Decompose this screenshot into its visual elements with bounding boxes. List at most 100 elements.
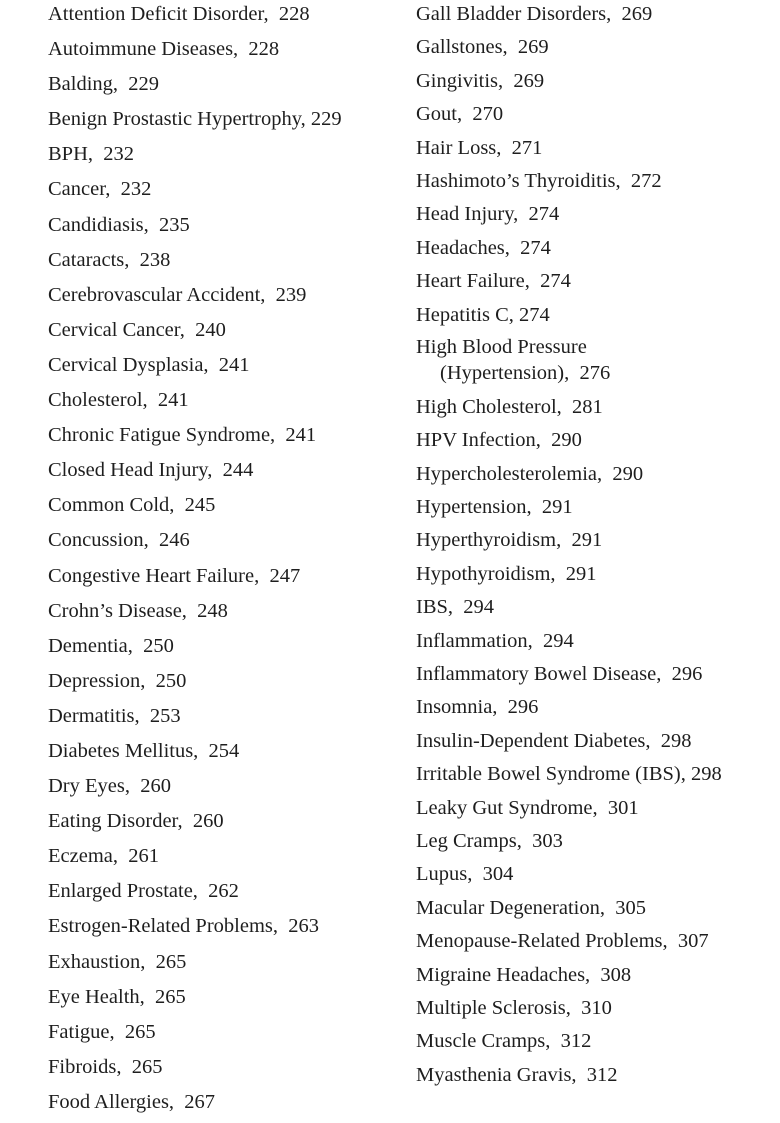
index-entry: Myasthenia Gravis, 312 — [416, 1061, 722, 1094]
index-entry-text: Candidiasis, 235 — [48, 213, 190, 236]
index-entry-text: Hypothyroidism, 291 — [416, 562, 597, 585]
index-entry: Hashimoto’s Thyroiditis, 272 — [416, 167, 722, 200]
index-entry-text: Dermatitis, 253 — [48, 704, 181, 727]
index-entry: Fibroids, 265 — [48, 1053, 342, 1088]
index-entry: Exhaustion, 265 — [48, 948, 342, 983]
index-entry: Gallstones, 269 — [416, 33, 722, 66]
index-entry: Common Cold, 245 — [48, 491, 342, 526]
index-entry: Menopause-Related Problems, 307 — [416, 927, 722, 960]
index-entry-text: High Cholesterol, 281 — [416, 395, 603, 418]
index-column-right: Gall Bladder Disorders, 269 Gallstones, 2… — [416, 0, 722, 1094]
index-entry-text: IBS, 294 — [416, 596, 495, 619]
index-entry: IBS, 294 — [416, 593, 722, 626]
index-entry-text: Balding, 229 — [48, 73, 160, 96]
index-entry: Enlarged Prostate, 262 — [48, 877, 342, 912]
index-entry-text: Eczema, 261 — [48, 845, 159, 868]
index-entry: Diabetes Mellitus, 254 — [48, 737, 342, 772]
index-entry-text: Hair Loss, 271 — [416, 136, 543, 159]
index-entry: Muscle Cramps, 312 — [416, 1027, 722, 1060]
index-entry: Estrogen-Related Problems, 263 — [48, 912, 342, 947]
index-column-left: Attention Deficit Disorder, 228 Autoimmun… — [48, 0, 342, 1123]
index-entry: Candidiasis, 235 — [48, 211, 342, 246]
index-entry-text: Lupus, 304 — [416, 863, 514, 886]
index-entry-text: Hyperthyroidism, 291 — [416, 529, 603, 552]
index-entry-text: Leg Cramps, 303 — [416, 829, 563, 852]
index-entry-text: Eating Disorder, 260 — [48, 810, 224, 833]
index-entry-text: Hypertension, 291 — [416, 496, 573, 519]
index-entry-text: Hepatitis C, 274 — [416, 303, 550, 326]
index-entry: Autoimmune Diseases, 228 — [48, 35, 342, 70]
index-entry: Insomnia, 296 — [416, 693, 722, 726]
index-entry: Balding, 229 — [48, 70, 342, 105]
index-entry: BPH, 232 — [48, 140, 342, 175]
index-entry-text: Gall Bladder Disorders, 269 — [416, 3, 653, 25]
index-entry: Inflammatory Bowel Disease, 296 — [416, 660, 722, 693]
index-entry: Hepatitis C, 274 — [416, 301, 722, 334]
index-entry: Hypothyroidism, 291 — [416, 560, 722, 593]
index-entry: Concussion, 246 — [48, 526, 342, 561]
index-entry: Cerebrovascular Accident, 239 — [48, 281, 342, 316]
index-entry: Closed Head Injury, 244 — [48, 456, 342, 491]
index-entry: Cataracts, 238 — [48, 246, 342, 281]
index-entry: Eye Health, 265 — [48, 983, 342, 1018]
index-entry: Leg Cramps, 303 — [416, 827, 722, 860]
index-entry: Lupus, 304 — [416, 860, 722, 893]
index-entry: Crohn’s Disease, 248 — [48, 597, 342, 632]
index-entry: Leaky Gut Syndrome, 301 — [416, 794, 722, 827]
index-entry-text: Irritable Bowel Syndrome (IBS), 298 — [416, 763, 722, 786]
index-entry-text: Benign Prostastic Hypertrophy, 229 — [48, 108, 342, 131]
index-entry-text: Estrogen-Related Problems, 263 — [48, 915, 320, 938]
index-entry-text: Chronic Fatigue Syndrome, 241 — [48, 424, 317, 447]
index-entry: Food Allergies, 267 — [48, 1088, 342, 1123]
index-entry-text: Hashimoto’s Thyroiditis, 272 — [416, 169, 662, 192]
index-entry-text: Gout, 270 — [416, 103, 504, 126]
index-entry-text: High Blood Pressure — [416, 335, 587, 358]
index-entry: Dermatitis, 253 — [48, 702, 342, 737]
index-entry: Heart Failure, 274 — [416, 267, 722, 300]
index-entry: Migraine Headaches, 308 — [416, 961, 722, 994]
index-entry-text: Inflammatory Bowel Disease, 296 — [416, 663, 703, 686]
index-entry-text: Menopause-Related Problems, 307 — [416, 930, 709, 953]
index-entry: Congestive Heart Failure, 247 — [48, 562, 342, 597]
index-entry-text: Multiple Sclerosis, 310 — [416, 996, 612, 1019]
index-entry-text: Gallstones, 269 — [416, 36, 549, 59]
index-entry-continuation: (Hypertension), 276 — [440, 361, 611, 384]
index-entry: Hypercholesterolemia, 290 — [416, 460, 722, 493]
index-entry-text: Diabetes Mellitus, 254 — [48, 739, 240, 762]
index-entry-text: Concussion, 246 — [48, 529, 190, 552]
index-entry: Inflammation, 294 — [416, 627, 722, 660]
index-entry-text: Crohn’s Disease, 248 — [48, 599, 228, 622]
index-entry-text: Dementia, 250 — [48, 634, 174, 657]
index-entry-text: Fatigue, 265 — [48, 1020, 156, 1043]
index-entry-text: Myasthenia Gravis, 312 — [416, 1063, 618, 1086]
index-entry-text: HPV Infection, 290 — [416, 429, 582, 452]
index-entry-text: Congestive Heart Failure, 247 — [48, 564, 301, 587]
index-entry-text: Cerebrovascular Accident, 239 — [48, 283, 307, 306]
index-entry-text: Dry Eyes, 260 — [48, 775, 171, 798]
index-entry: Insulin-Dependent Diabetes, 298 — [416, 727, 722, 760]
index-entry: Attention Deficit Disorder, 228 — [48, 0, 342, 35]
index-entry: Depression, 250 — [48, 667, 342, 702]
index-entry-text: Common Cold, 245 — [48, 494, 216, 517]
index-entry: Cholesterol, 241 — [48, 386, 342, 421]
index-entry: Hair Loss, 271 — [416, 134, 722, 167]
index-entry-text: Heart Failure, 274 — [416, 270, 571, 293]
index-entry: Multiple Sclerosis, 310 — [416, 994, 722, 1027]
index-entry: Dementia, 250 — [48, 632, 342, 667]
index-entry: Hypertension, 291 — [416, 493, 722, 526]
index-entry: Gout, 270 — [416, 100, 722, 133]
index-entry-text: Cholesterol, 241 — [48, 389, 189, 412]
index-entry-text: Attention Deficit Disorder, 228 — [48, 3, 310, 25]
index-entry: Cancer, 232 — [48, 175, 342, 210]
index-entry-text: Inflammation, 294 — [416, 629, 574, 652]
index-entry-text: Insulin-Dependent Diabetes, 298 — [416, 729, 692, 752]
index-entry: Headaches, 274 — [416, 234, 722, 267]
index-entry-text: Eye Health, 265 — [48, 985, 186, 1008]
index-entry: HPV Infection, 290 — [416, 426, 722, 459]
index-entry-text: Cervical Dysplasia, 241 — [48, 353, 250, 376]
index-entry-text: Gingivitis, 269 — [416, 69, 545, 92]
index-entry-text: Macular Degeneration, 305 — [416, 896, 646, 919]
index-entry-text: Enlarged Prostate, 262 — [48, 880, 239, 903]
index-entry: Fatigue, 265 — [48, 1018, 342, 1053]
index-entry-text: Cancer, 232 — [48, 178, 152, 201]
